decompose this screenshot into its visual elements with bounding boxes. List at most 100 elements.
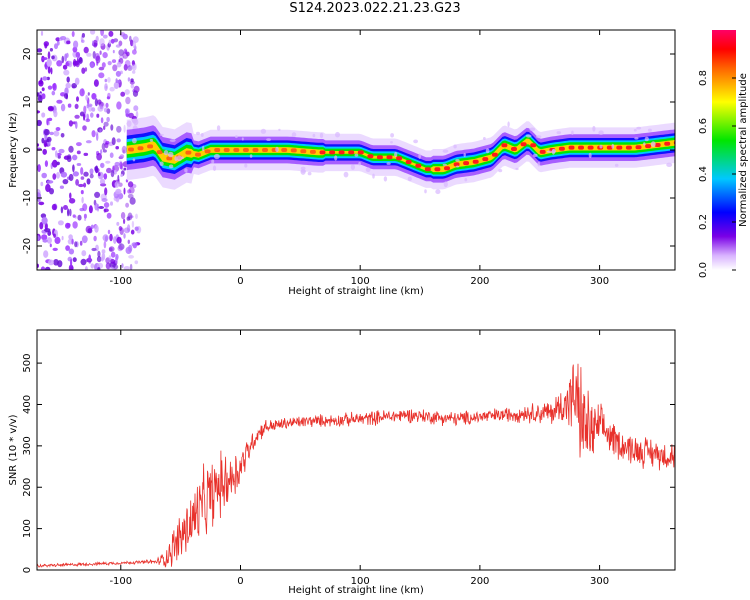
noise-speck [110, 170, 115, 178]
ridge-speck [483, 137, 486, 140]
noise-speck [41, 87, 45, 92]
noise-speck [91, 93, 97, 100]
noise-speck [60, 36, 67, 41]
noise-speck [85, 118, 91, 123]
ridge-speck [358, 161, 361, 166]
noise-speck [79, 88, 85, 97]
ridge-speck [614, 163, 619, 167]
ridge-speck [184, 168, 188, 173]
ridge-speck [418, 153, 422, 160]
noise-speck [60, 171, 68, 178]
ridge-speck [498, 169, 503, 173]
noise-speck [74, 241, 78, 248]
ridge-core-segment [137, 146, 144, 151]
noise-speck [82, 125, 87, 131]
noise-speck [133, 85, 140, 93]
snr-y-ticks: 0 100 200 300 400 500 [22, 354, 675, 573]
ridge-speck [442, 149, 449, 153]
ridge-speck [598, 130, 604, 135]
noise-speck [110, 251, 116, 258]
ridge-core-segment [472, 159, 479, 164]
noise-speck [53, 259, 59, 266]
noise-speck [105, 160, 111, 164]
noise-speck [105, 102, 109, 108]
noise-speck [131, 242, 138, 247]
noise-speck [63, 69, 70, 76]
y-tick-label: 300 [22, 436, 33, 455]
noise-speck [123, 266, 130, 270]
ridge-core-segment [128, 147, 134, 152]
noise-speck [57, 155, 61, 159]
colorbar-gradient [712, 30, 736, 270]
ridge-speck [551, 148, 557, 154]
noise-speck [57, 220, 64, 226]
ridge-core-segment [147, 144, 154, 149]
noise-speck [67, 208, 70, 217]
noise-speck [56, 60, 63, 67]
noise-speck [80, 176, 85, 180]
ridge-speck [241, 137, 244, 141]
noise-speck [69, 208, 72, 217]
ridge-core-segment [233, 148, 240, 152]
y-tick-label: 10 [22, 96, 33, 109]
noise-speck [60, 133, 65, 138]
noise-speck [123, 124, 126, 133]
ridge-core-segment [262, 148, 268, 152]
ridge-speck [213, 153, 220, 160]
ridge-speck [464, 178, 468, 182]
ridge-speck [435, 189, 441, 195]
noise-speck [47, 51, 51, 60]
noise-speck [94, 224, 99, 233]
noise-speck [68, 173, 74, 182]
ridge-speck [372, 173, 375, 179]
ridge-speck [525, 134, 532, 138]
noise-speck [52, 83, 56, 89]
noise-speck [41, 216, 48, 225]
noise-speck [55, 150, 58, 158]
noise-speck [80, 190, 84, 195]
noise-speck [123, 233, 126, 239]
colorbar-tick-label: 0.6 [698, 118, 709, 134]
noise-speck [120, 212, 126, 220]
noise-speck [116, 101, 122, 110]
noise-speck [52, 247, 58, 251]
noise-speck [53, 233, 56, 238]
noise-speck [134, 260, 139, 265]
ridge-speck [546, 150, 553, 153]
noise-speck [60, 103, 66, 112]
noise-speck [113, 236, 117, 244]
colorbar-tick-label: 0.4 [698, 166, 709, 182]
noise-speck [91, 247, 97, 252]
noise-speck [89, 173, 94, 179]
ridge-speck [455, 159, 460, 162]
noise-speck [62, 179, 69, 185]
ridge-speck [390, 133, 394, 138]
ridge-core-segment [635, 145, 642, 150]
noise-speck [81, 196, 84, 204]
noise-speck [83, 182, 87, 188]
ridge-speck [394, 151, 398, 158]
noise-speck [41, 172, 47, 179]
noise-speck [84, 218, 87, 221]
ridge-core-segment [376, 155, 383, 160]
noise-speck [52, 173, 57, 180]
noise-speck [91, 130, 96, 138]
ridge-core-segment [415, 163, 422, 168]
noise-speck [91, 107, 96, 112]
noise-speck [81, 39, 85, 43]
noise-speck [68, 120, 73, 127]
noise-speck [116, 236, 122, 244]
noise-speck [111, 137, 116, 146]
noise-speck [68, 264, 74, 270]
ridge-core-segment [645, 144, 652, 149]
ridge-speck [611, 143, 615, 149]
noise-speck [102, 234, 109, 242]
noise-speck [118, 182, 123, 187]
noise-speck [40, 266, 46, 270]
ridge-speck [533, 153, 538, 157]
ridge-speck [507, 121, 510, 128]
colorbar-tick-label: 0.2 [698, 214, 709, 230]
x-tick-label: 200 [470, 276, 489, 287]
spectrogram-y-ticks: -20 -10 0 10 20 [22, 48, 675, 254]
spectrogram-y-label: Frequency (Hz) [8, 112, 19, 188]
